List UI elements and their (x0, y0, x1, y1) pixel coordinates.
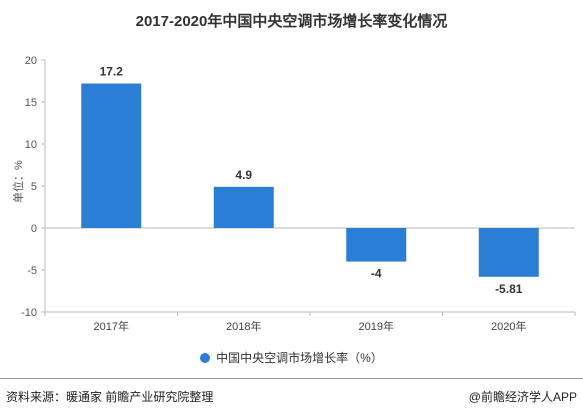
y-tick-label: 5 (31, 181, 37, 193)
source-note: 资料来源：暖通家 前瞻产业研究院整理 (6, 390, 214, 404)
y-tick-label: 20 (25, 55, 37, 67)
chart-title: 2017-2020年中国中央空调市场增长率变化情况 (135, 13, 448, 30)
bar (346, 228, 407, 262)
data-label: -4 (371, 267, 382, 281)
x-tick-label: 2019年 (359, 319, 394, 333)
y-tick-label: -5 (27, 265, 37, 277)
data-label: 4.9 (235, 168, 252, 182)
legend-swatch (200, 353, 211, 363)
footer-divider (0, 378, 583, 379)
legend: 中国中央空调市场增长率（%） (0, 349, 583, 366)
data-label: -5.81 (495, 282, 523, 296)
x-tick-label: 2017年 (94, 319, 129, 333)
x-tick-label: 2020年 (491, 319, 526, 333)
bar (213, 186, 274, 228)
legend-label: 中国中央空调市场增长率（%） (216, 351, 383, 365)
bar (81, 83, 142, 229)
x-tick-label: 2018年 (226, 319, 261, 333)
y-tick-label: -10 (21, 307, 37, 319)
y-tick-label: 0 (31, 223, 37, 235)
bar (478, 228, 539, 277)
brand-credit: @前瞻经济学人APP (468, 390, 577, 404)
data-label: 17.2 (100, 65, 124, 79)
y-tick-label: 15 (25, 97, 37, 109)
y-tick-label: 10 (25, 139, 37, 151)
